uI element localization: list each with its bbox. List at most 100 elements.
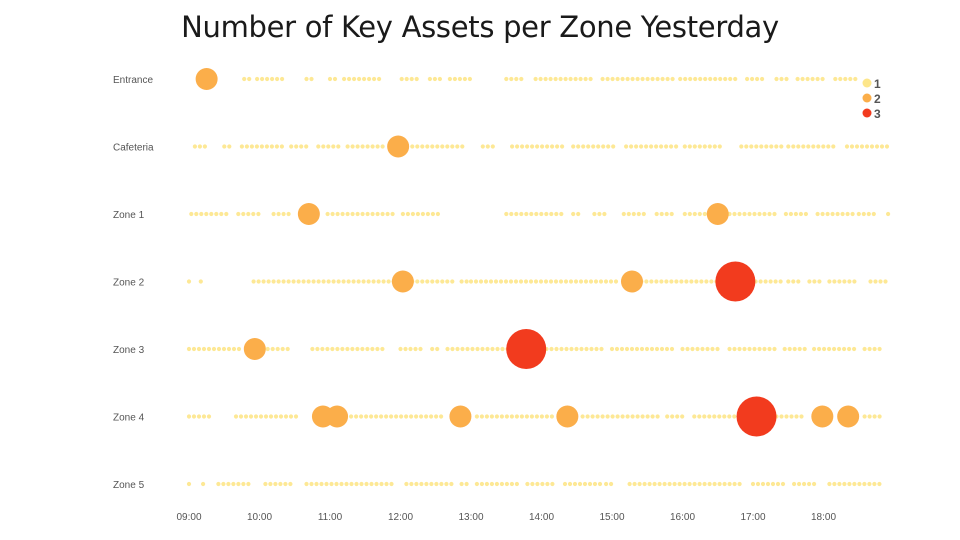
data-point-1 <box>226 481 231 487</box>
data-point-1 <box>883 279 888 284</box>
data-point-1 <box>553 76 558 82</box>
data-point-1 <box>186 346 192 352</box>
data-point-1 <box>718 76 723 82</box>
data-point-1 <box>879 144 885 149</box>
data-point-1 <box>842 481 847 487</box>
data-point-1 <box>549 346 554 352</box>
data-point-1 <box>434 414 439 419</box>
data-point-1 <box>418 346 423 352</box>
bubble-level-2[interactable] <box>706 203 729 225</box>
data-point-1 <box>774 76 779 82</box>
data-point-1 <box>707 144 712 149</box>
data-point-1 <box>484 414 489 419</box>
data-point-1 <box>434 481 439 487</box>
data-point-1 <box>452 76 457 82</box>
bubble-level-2[interactable] <box>620 270 643 293</box>
bubble-level-3[interactable] <box>715 261 756 302</box>
bubble-level-2[interactable] <box>556 405 579 428</box>
data-point-1 <box>450 144 455 149</box>
data-point-1 <box>592 211 597 217</box>
data-point-1 <box>271 279 276 284</box>
data-point-1 <box>669 211 674 217</box>
data-point-1 <box>509 144 515 149</box>
data-point-1 <box>762 211 767 217</box>
data-point-1 <box>664 144 669 149</box>
bubble-level-2[interactable] <box>837 405 860 428</box>
data-point-1 <box>773 279 778 284</box>
data-point-1 <box>786 279 791 284</box>
bubble-level-2[interactable] <box>811 405 834 428</box>
data-point-1 <box>380 346 385 352</box>
bubble-level-2[interactable] <box>391 270 414 293</box>
bubble-level-2[interactable] <box>297 203 320 225</box>
data-point-1 <box>331 144 336 149</box>
data-point-1 <box>812 481 817 487</box>
data-point-1 <box>742 346 747 352</box>
data-point-1 <box>309 481 314 487</box>
x-tick-label: 18:00 <box>811 512 836 523</box>
data-point-1 <box>732 481 737 487</box>
data-point-1 <box>296 279 301 284</box>
data-point-1 <box>832 346 837 352</box>
data-point-1 <box>504 481 509 487</box>
data-point-1 <box>291 279 296 284</box>
data-point-1 <box>862 414 867 419</box>
bubble-level-3[interactable] <box>736 396 777 437</box>
data-point-1 <box>409 414 414 419</box>
data-point-1 <box>350 211 355 217</box>
data-point-1 <box>662 481 667 487</box>
data-point-1 <box>334 481 339 487</box>
legend: 123 <box>862 77 881 121</box>
data-point-1 <box>624 144 629 149</box>
bubble-level-2[interactable] <box>243 338 266 360</box>
data-point-1 <box>474 481 479 487</box>
data-point-1 <box>558 279 564 284</box>
data-point-1 <box>519 211 524 217</box>
data-point-1 <box>377 76 382 82</box>
bubble-level-2[interactable] <box>387 135 410 158</box>
bubble-level-3[interactable] <box>506 329 547 369</box>
data-point-1 <box>802 481 807 487</box>
data-point-1 <box>261 279 266 284</box>
data-point-1 <box>499 414 504 419</box>
x-tick-label: 11:00 <box>318 512 343 523</box>
data-point-1 <box>304 481 309 487</box>
data-point-1 <box>514 211 519 217</box>
data-point-1 <box>409 481 414 487</box>
data-point-1 <box>722 414 727 419</box>
data-point-1 <box>199 211 204 217</box>
data-point-1 <box>592 481 598 487</box>
data-point-1 <box>192 144 197 149</box>
data-point-1 <box>692 144 697 149</box>
data-point-1 <box>803 211 809 217</box>
data-point-1 <box>574 346 579 352</box>
data-point-1 <box>198 279 203 284</box>
data-point-1 <box>704 279 709 284</box>
data-point-1 <box>792 481 797 487</box>
data-point-1 <box>359 481 364 487</box>
data-point-1 <box>410 211 415 217</box>
data-point-1 <box>336 144 341 149</box>
data-point-1 <box>355 346 360 352</box>
data-point-1 <box>722 481 727 487</box>
data-point-1 <box>837 279 842 284</box>
data-point-1 <box>550 481 555 487</box>
data-point-1 <box>479 414 484 419</box>
data-point-1 <box>576 144 581 149</box>
data-point-1 <box>360 144 365 149</box>
data-point-1 <box>242 76 247 82</box>
data-point-1 <box>370 346 375 352</box>
data-point-1 <box>755 76 760 82</box>
data-point-1 <box>655 414 660 419</box>
data-point-1 <box>525 144 530 149</box>
data-point-1 <box>504 414 509 419</box>
bubble-level-2[interactable] <box>449 405 472 428</box>
data-point-1 <box>606 144 611 149</box>
data-point-1 <box>869 144 875 149</box>
bubble-level-2[interactable] <box>195 68 218 90</box>
data-point-1 <box>659 346 665 352</box>
data-point-1 <box>664 279 669 284</box>
data-point-1 <box>684 279 689 284</box>
data-point-1 <box>404 481 409 487</box>
bubble-level-2[interactable] <box>326 405 349 428</box>
